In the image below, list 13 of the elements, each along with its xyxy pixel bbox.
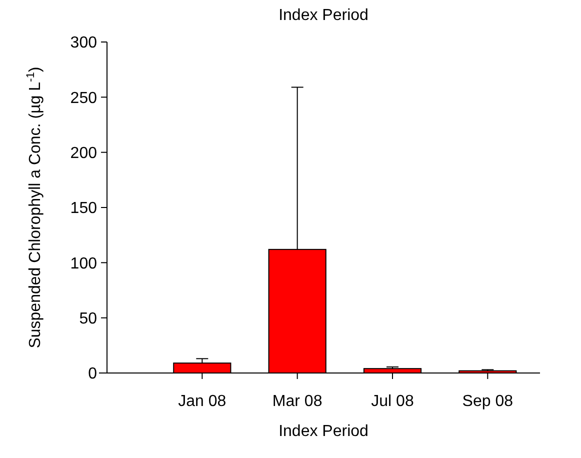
x-tick-label: Jan 08 [178, 393, 226, 410]
x-tick-label: Mar 08 [272, 393, 322, 410]
y-tick-label: 50 [79, 310, 98, 328]
y-tick-label: 100 [70, 255, 98, 272]
y-tick-label: 0 [88, 366, 98, 383]
y-tick-label: 250 [70, 90, 98, 107]
chart-title: Index Period [278, 7, 368, 24]
x-axis-title: Index Period [278, 423, 368, 440]
x-tick-label: Jul 08 [371, 393, 414, 410]
x-tick-label: Sep 08 [462, 393, 514, 410]
y-tick-label: 200 [70, 144, 98, 162]
y-tick-label: 150 [70, 200, 98, 218]
y-tick-label: 300 [70, 34, 98, 52]
